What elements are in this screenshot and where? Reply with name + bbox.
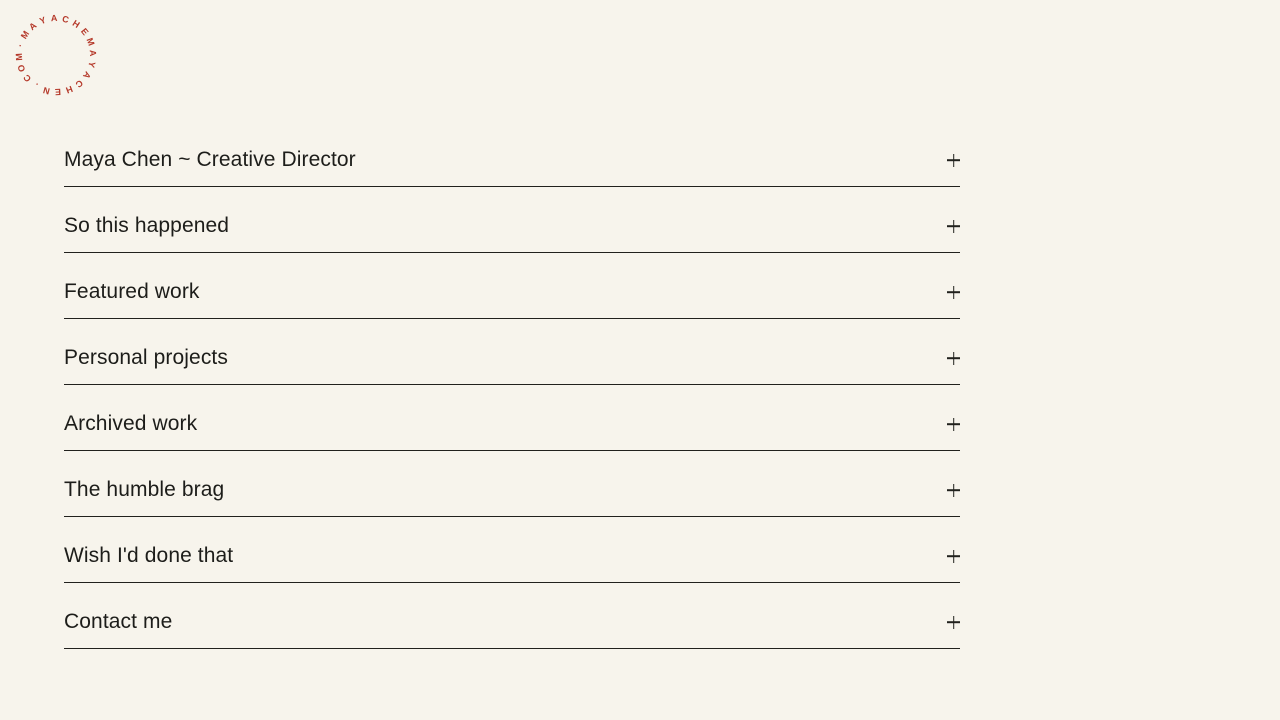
- accordion-label: Personal projects: [64, 346, 228, 369]
- logo-ring-char: H: [64, 83, 75, 96]
- logo-ring-char: ·: [15, 42, 26, 49]
- plus-icon: [947, 220, 960, 233]
- plus-icon: [947, 418, 960, 431]
- accordion-label: Featured work: [64, 280, 200, 303]
- plus-icon: [947, 286, 960, 299]
- accordion-label: Wish I'd done that: [64, 544, 234, 567]
- accordion-row-so-this-happened[interactable]: So this happened: [64, 187, 960, 253]
- logo-ring-char: A: [27, 20, 39, 33]
- logo-ring-char: .: [32, 81, 40, 91]
- logo-ring-char: H: [70, 18, 82, 30]
- accordion-row-personal-projects[interactable]: Personal projects: [64, 319, 960, 385]
- accordion-row-featured-work[interactable]: Featured work: [64, 253, 960, 319]
- logo-ring-char: E: [54, 86, 62, 98]
- accordion-label: Archived work: [64, 412, 198, 435]
- logo-ring-char: N: [41, 85, 51, 97]
- accordion-label: Maya Chen ~ Creative Director: [64, 148, 356, 171]
- plus-icon: [947, 484, 960, 497]
- plus-icon: [947, 154, 960, 167]
- logo-ring-char: C: [73, 77, 85, 90]
- accordion-menu: Maya Chen ~ Creative Director So this ha…: [64, 121, 960, 649]
- logo-ring-char: M: [18, 28, 32, 41]
- accordion-label: Contact me: [64, 610, 173, 633]
- logo-ring-char: C: [21, 72, 34, 84]
- accordion-row-archived-work[interactable]: Archived work: [64, 385, 960, 451]
- accordion-row-maya-chen-creative-director[interactable]: Maya Chen ~ Creative Director: [64, 121, 960, 187]
- logo-ring-char: A: [81, 69, 93, 81]
- plus-icon: [947, 550, 960, 563]
- logo-ring-char: M: [84, 36, 97, 48]
- site-logo[interactable]: M A Y A C H E M A Y A C H E N. C O M ·: [1, 0, 111, 110]
- accordion-row-contact-me[interactable]: Contact me: [64, 583, 960, 649]
- logo-ring-char: Y: [38, 14, 48, 27]
- logo-ring-char: C: [61, 13, 71, 25]
- accordion-row-wish-id-done-that[interactable]: Wish I'd done that: [64, 517, 960, 583]
- accordion-label: So this happened: [64, 214, 230, 237]
- accordion-label: The humble brag: [64, 478, 225, 501]
- logo-ring-char: M: [13, 52, 25, 61]
- logo-ring-char: Y: [86, 60, 98, 69]
- logo-ring-char: E: [78, 26, 91, 38]
- accordion-row-the-humble-brag[interactable]: The humble brag: [64, 451, 960, 517]
- plus-icon: [947, 352, 960, 365]
- logo-ring-char: O: [15, 63, 28, 74]
- plus-icon: [947, 616, 960, 629]
- logo-ring-char: A: [50, 12, 58, 24]
- logo-ring-char: A: [87, 49, 99, 57]
